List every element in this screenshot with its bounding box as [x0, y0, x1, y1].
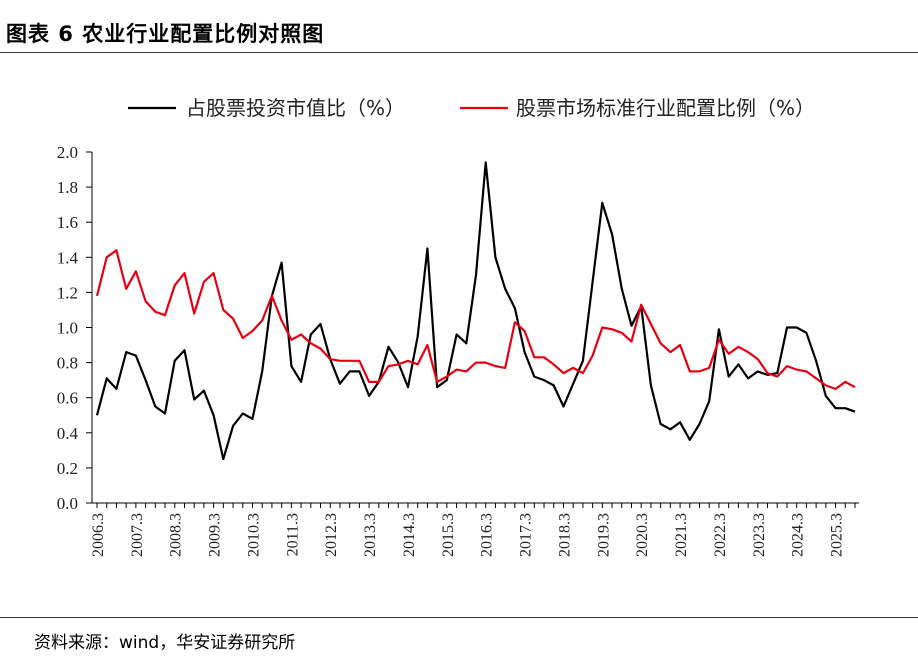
x-tick-label: 2023.3	[751, 513, 768, 557]
chart-title: 图表 6 农业行业配置比例对照图	[6, 22, 325, 46]
x-tick-label: 2024.3	[790, 513, 807, 557]
y-tick-label: 0.4	[57, 424, 79, 443]
x-tick-label: 2013.3	[362, 513, 379, 557]
x-tick-label: 2020.3	[634, 513, 651, 557]
x-tick-label: 2010.3	[245, 513, 262, 557]
x-tick-label: 2018.3	[556, 513, 573, 557]
x-tick-label: 2012.3	[323, 513, 340, 557]
x-tick-label: 2007.3	[129, 513, 146, 557]
x-tick-label: 2022.3	[712, 513, 729, 557]
y-tick-label: 0.6	[57, 389, 78, 408]
x-tick-label: 2015.3	[440, 513, 457, 557]
source-note: 资料来源：wind，华安证券研究所	[34, 633, 296, 653]
legend-label-portfolio: 占股票投资市值比（%）	[186, 96, 405, 120]
x-tick-label: 2025.3	[829, 513, 846, 557]
y-tick-label: 2.0	[57, 143, 78, 162]
y-tick-label: 0.0	[57, 494, 78, 513]
top-divider	[0, 52, 918, 53]
x-tick-label: 2017.3	[518, 513, 535, 557]
y-tick-label: 1.4	[57, 248, 79, 267]
bottom-divider	[0, 617, 918, 618]
y-tick-label: 1.2	[57, 283, 78, 302]
y-tick-label: 0.2	[57, 459, 78, 478]
line-chart: 0.0 0.2 0.4 0.6 0.8 1.0 1.2 1.4 1.6 1.8 2.0 2006.3 2…	[57, 96, 859, 557]
y-tick-label: 1.6	[57, 213, 78, 232]
x-tick-label: 2008.3	[168, 513, 185, 557]
series-line-portfolio	[95, 161, 856, 461]
x-tick-label: 2014.3	[401, 513, 418, 557]
y-tick-label: 1.8	[57, 178, 78, 197]
x-tick-label: 2006.3	[90, 513, 107, 557]
x-tick-label: 2021.3	[673, 513, 690, 557]
legend-label-benchmark: 股票市场标准行业配置比例（%）	[516, 96, 815, 120]
x-tick-label: 2009.3	[207, 513, 224, 557]
x-tick-label: 2016.3	[479, 513, 496, 557]
y-tick-label: 1.0	[57, 319, 78, 338]
y-tick-label: 0.8	[57, 354, 78, 373]
x-tick-label: 2019.3	[595, 513, 612, 557]
x-tick-label: 2011.3	[284, 513, 301, 556]
series-line-benchmark	[95, 249, 856, 390]
